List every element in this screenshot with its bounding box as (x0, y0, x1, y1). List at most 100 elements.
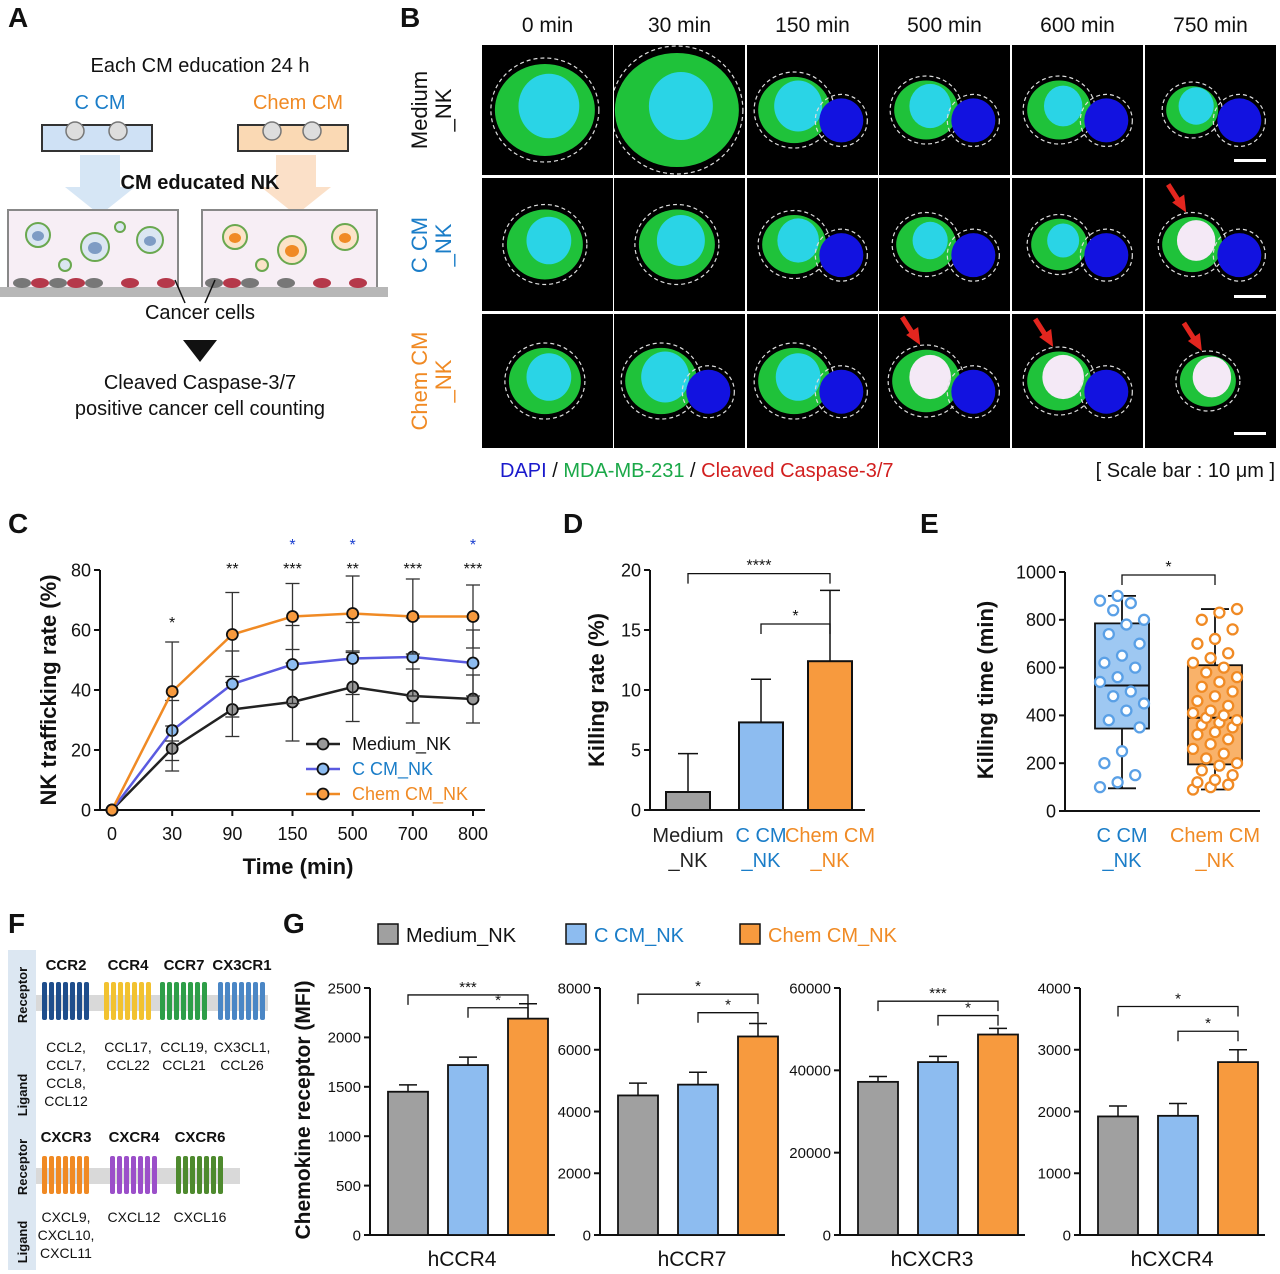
helix (70, 1156, 75, 1194)
chart-c-ylabel: NK trafficking rate (%) (36, 574, 61, 805)
helix (124, 1156, 129, 1194)
significance-bracket-0-label: **** (747, 558, 772, 575)
cancer-cell-blue (951, 369, 996, 414)
y-tick-label: 4000 (558, 1104, 591, 1121)
x-tick-label: 0 (107, 824, 117, 844)
receptor-name-ccr4: CCR4 (108, 957, 149, 974)
data-point (1204, 737, 1217, 751)
data-point (1217, 747, 1230, 760)
bar-0 (1097, 1115, 1139, 1236)
helix (63, 1156, 68, 1194)
red-arrow-head-icon (1039, 329, 1054, 347)
transwell-diagram (0, 121, 388, 304)
cell-outline (502, 203, 588, 286)
data-point (1208, 632, 1222, 646)
helix (56, 1156, 61, 1194)
data-point (1230, 602, 1244, 616)
cell-outline (504, 342, 586, 420)
data-point (1102, 714, 1115, 727)
data-point (1200, 666, 1213, 679)
data-point (1133, 637, 1146, 650)
data-point (1093, 780, 1107, 794)
y-tick-label: 0 (1046, 801, 1056, 821)
micrograph-r0-c3 (879, 45, 1010, 175)
chart-e-ylabel: Killing time (min) (973, 601, 998, 779)
micrograph-r0-c5 (1145, 45, 1276, 175)
nk-nucleus-cyan (526, 216, 572, 265)
ligand-side-label-bottom: Ligand (15, 1221, 30, 1264)
significance-bracket-1 (467, 1007, 529, 1018)
helix (42, 1156, 47, 1194)
legend-casp: Cleaved Caspase-3/7 (701, 460, 894, 482)
data-point (1208, 725, 1222, 739)
bar-2 (1217, 1061, 1259, 1236)
y-tick-label: 15 (621, 620, 641, 640)
ligand-label: CCL19, (160, 1039, 207, 1055)
result-line-1: Cleaved Caspase-3/7 (103, 372, 297, 394)
significance-bracket-0 (407, 994, 529, 1005)
c-cm-dish (41, 124, 153, 152)
cancer-cell-blue (819, 98, 864, 143)
data-point (1115, 745, 1129, 758)
category-label: C CM (735, 825, 786, 847)
data-point (1137, 613, 1151, 626)
chart-e-killing-time: 0 200 400 600 800 1000 C CM _NK Chem CM _NK * Killi… (973, 559, 1260, 872)
helix (174, 982, 179, 1020)
y-tick-label: 60 (71, 620, 91, 640)
category-label: _NK (810, 850, 851, 872)
data-point (406, 610, 420, 623)
receptor-name-cxcr6: CXCR6 (175, 1129, 226, 1146)
y-tick-label: 40 (71, 680, 91, 700)
receptor-side-label-top-bg (8, 950, 36, 1040)
nk-nucleus-cyan (912, 221, 948, 260)
bar-1 (447, 1064, 489, 1236)
cancer-cell-blue (951, 98, 996, 143)
time-label-1: 30 min (647, 14, 712, 37)
cancer-cell-blue (1084, 98, 1129, 143)
micrograph-r0-c4 (1012, 45, 1143, 175)
y-tick-label: 2500 (328, 980, 361, 997)
data-point (1107, 604, 1120, 617)
micrograph-r2-c1 (614, 314, 745, 448)
legend-swatch (377, 923, 399, 945)
data-point (1213, 675, 1226, 689)
y-tick-label: 80 (71, 560, 91, 580)
data-point (1186, 706, 1200, 720)
nk-nucleus-cyan (641, 351, 690, 403)
education-title: Each CM education 24 h (90, 55, 310, 77)
cancer-cell-blue (1084, 233, 1129, 278)
y-tick-label: 0 (353, 1227, 361, 1244)
chart-g-chemokine-receptors: Medium_NK C CM_NK Chem CM_NK Chemokine rece… (292, 923, 1265, 1271)
helix (49, 1156, 54, 1194)
y-tick-label: 1000 (328, 1128, 361, 1145)
legend-swatch (739, 923, 761, 945)
cancer-cell-outline (946, 228, 1000, 282)
category-label: _NK (1195, 850, 1236, 872)
y-tick-label: 1500 (328, 1079, 361, 1096)
ligand-label: CXCL11 (40, 1245, 92, 1261)
time-label-5: 750 min (1173, 14, 1248, 37)
result-line-2: positive cancer cell counting (74, 398, 326, 420)
legend-label: C CM_NK (594, 925, 685, 947)
y-tick-label: 0 (823, 1227, 831, 1244)
y-tick-label: 500 (336, 1178, 361, 1195)
receptor-side-label-top: Receptor (15, 967, 30, 1023)
data-point (1226, 685, 1239, 698)
data-point (105, 803, 119, 817)
nk-nucleus-cyan (1043, 85, 1083, 127)
helix (111, 982, 116, 1020)
c-cm-arrow (65, 155, 135, 215)
data-point (1222, 647, 1235, 660)
significance-black: *** (403, 561, 422, 578)
helix (253, 982, 258, 1020)
category-label: Medium (652, 825, 723, 847)
receptor-name-ccr7: CCR7 (164, 957, 205, 974)
y-tick-label: 20000 (789, 1145, 831, 1162)
cell-outline (634, 203, 720, 286)
legend-swatch (565, 923, 587, 945)
data-point (1111, 671, 1124, 684)
legend-marker (316, 787, 330, 801)
helix (146, 982, 151, 1020)
helix (56, 982, 61, 1020)
significance-bracket-0 (1121, 574, 1216, 585)
